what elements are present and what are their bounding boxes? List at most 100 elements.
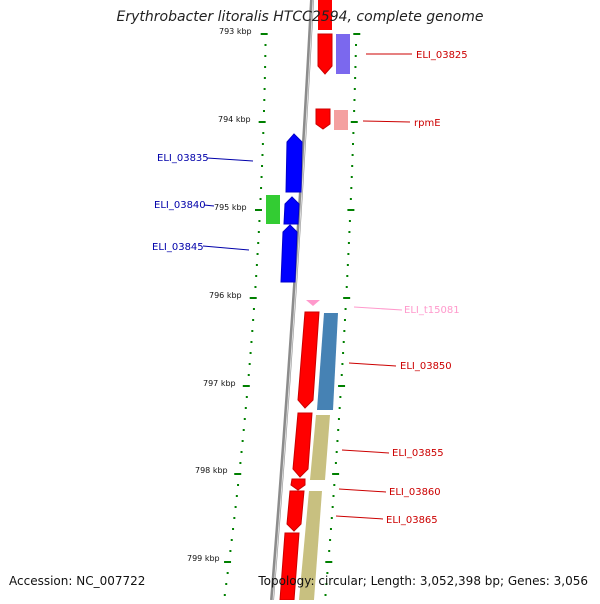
product-rpmE[interactable] [334, 110, 348, 130]
gene-partial-bottom[interactable] [279, 532, 300, 601]
ruler-tick [224, 561, 232, 563]
ruler-tick [230, 539, 233, 541]
gene-ELI_03845[interactable] [280, 224, 298, 283]
ruler-tick [255, 264, 258, 266]
ruler-tick [257, 242, 260, 244]
ruler-tick [334, 462, 337, 464]
ruler-tick [223, 594, 226, 596]
highlight-ELI_03840[interactable] [266, 195, 280, 224]
ruler-tick [350, 121, 358, 123]
label-connectors [202, 53, 412, 520]
gene-ELI_03840[interactable] [283, 196, 300, 225]
ruler-tick [245, 396, 248, 398]
ruler-tick [354, 77, 357, 79]
ruler-tick [242, 429, 245, 431]
product-ELI_03850[interactable] [317, 313, 338, 410]
gene-label-ELI_03840[interactable]: ELI_03840 [154, 200, 206, 211]
connector-ELI_t15081 [353, 306, 403, 311]
ruler-tick [348, 231, 351, 233]
ruler-tick [328, 550, 331, 552]
product-ELI_03865[interactable] [299, 491, 322, 600]
ruler-tick [252, 319, 255, 321]
product-ELI_03855[interactable] [310, 415, 330, 480]
ruler-tick [355, 44, 358, 46]
ruler-tick [257, 231, 260, 233]
gene-rpmE[interactable] [315, 108, 331, 130]
ruler-tick [252, 308, 255, 310]
ruler-tick [330, 517, 333, 519]
ruler-tick [332, 473, 340, 475]
gene-label-ELI_t15081[interactable]: ELI_t15081 [404, 305, 460, 316]
connector-ELI_03845 [202, 245, 250, 251]
gene-label-ELI_03860[interactable]: ELI_03860 [389, 487, 441, 498]
gene-label-ELI_03855[interactable]: ELI_03855 [392, 448, 444, 459]
ruler-tick [260, 187, 263, 189]
tick-label: 793 kbp [219, 27, 252, 36]
ruler-tick [331, 506, 334, 508]
ruler-tick [350, 176, 353, 178]
ruler-tick [248, 363, 251, 365]
ruler-tick [336, 440, 339, 442]
ruler-tick [264, 66, 267, 68]
ruler-tick [324, 594, 327, 596]
ruler-tick [259, 198, 262, 200]
ruler-tick [242, 385, 250, 387]
ruler-tick [250, 341, 253, 343]
ruler-tick [254, 286, 257, 288]
ruler-tick [344, 308, 347, 310]
gene-ELI_03865[interactable] [286, 490, 305, 532]
right-ruler [324, 33, 361, 596]
ruler-tick [354, 66, 357, 68]
ruler-tick [258, 121, 266, 123]
ruler-tick [345, 286, 348, 288]
gene-partial-top[interactable] [318, 0, 332, 30]
ruler-tick [255, 275, 258, 277]
connector-rpmE [362, 120, 411, 123]
gene-ELI_03860[interactable] [290, 478, 306, 491]
ruler-tick [337, 418, 340, 420]
tick-label: 799 kbp [187, 554, 220, 563]
ruler-tick [262, 110, 265, 112]
gene-label-ELI_03845[interactable]: ELI_03845 [152, 242, 204, 253]
ruler-tick [332, 495, 335, 497]
ruler-tick [226, 572, 229, 574]
ruler-tick [352, 143, 355, 145]
ruler-tick [339, 396, 342, 398]
gene-ELI_03850[interactable] [297, 311, 320, 409]
ruler-tick [338, 385, 346, 387]
gene-ELI_03835[interactable] [285, 133, 303, 193]
ruler-tick [232, 528, 235, 530]
ruler-tick [225, 583, 228, 585]
ruler-tick [241, 440, 244, 442]
ruler-tick [233, 517, 236, 519]
ruler-tick [353, 33, 361, 35]
ruler-tick [235, 495, 238, 497]
product-ELI_03825[interactable] [336, 34, 350, 74]
ruler-tick [343, 319, 346, 321]
gene-label-ELI_03825[interactable]: ELI_03825 [416, 50, 468, 61]
ruler-tick [347, 242, 350, 244]
gene-label-ELI_03850[interactable]: ELI_03850 [400, 361, 452, 372]
ruler-tick [337, 429, 340, 431]
ruler-tick [325, 561, 333, 563]
gene-ELI_03855[interactable] [292, 412, 313, 478]
ruler-tick [342, 352, 345, 354]
gene-label-ELI_03865[interactable]: ELI_03865 [386, 515, 438, 526]
gene-label-ELI_03835[interactable]: ELI_03835 [157, 153, 209, 164]
ruler-tick [343, 330, 346, 332]
gene-ELI_t15081[interactable] [306, 300, 320, 306]
ruler-tick [260, 33, 268, 35]
ruler-tick [341, 363, 344, 365]
connector-ELI_03855 [341, 449, 390, 454]
ruler-tick [352, 132, 355, 134]
genome-backbone-highlight [272, 0, 314, 601]
gene-label-rpmE[interactable]: rpmE [414, 118, 441, 129]
ruler-tick [256, 253, 259, 255]
gene-ELI_03825[interactable] [317, 33, 333, 75]
ruler-tick [263, 77, 266, 79]
ruler-tick [343, 297, 351, 299]
ruler-tick [244, 407, 247, 409]
genome-backbone [270, 0, 314, 601]
